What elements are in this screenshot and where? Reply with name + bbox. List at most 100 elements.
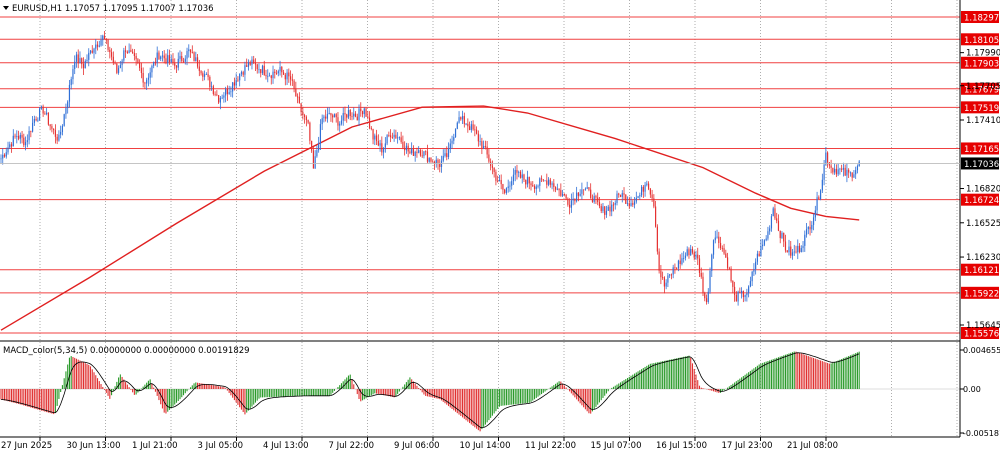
- macd-bar: [388, 389, 390, 397]
- candle-body: [732, 281, 734, 287]
- time-label: 3 Jul 05:00: [198, 441, 244, 451]
- time-label: 4 Jul 13:00: [263, 441, 309, 451]
- candle-body: [633, 201, 636, 205]
- price-scale[interactable]: 1.17990 1.17705 1.17410 1.16820 1.16525 1.162…: [960, 49, 1000, 331]
- price-tick-label: 1.17990: [966, 49, 1000, 59]
- macd-bar: [384, 389, 386, 396]
- macd-bar: [86, 364, 88, 389]
- macd-bar: [793, 351, 795, 389]
- macd-bar: [772, 359, 774, 389]
- macd-bar: [328, 389, 330, 396]
- candle-body: [221, 97, 223, 99]
- candle-body: [368, 117, 371, 129]
- macd-bar: [175, 389, 178, 403]
- candle-body: [209, 76, 211, 88]
- macd-bar: [12, 389, 14, 403]
- macd-bar: [530, 389, 532, 402]
- candle-body: [470, 124, 472, 131]
- macd-bar: [783, 355, 785, 389]
- candle-body: [409, 151, 411, 154]
- candle-body: [146, 79, 148, 84]
- candle-body: [354, 113, 357, 117]
- macd-bar: [797, 352, 799, 389]
- macd-bar: [732, 383, 734, 389]
- macd-bar: [755, 367, 757, 389]
- time-scale[interactable]: 27 Jun 2025 30 Jun 13:00 1 Jul 21:00 3 Jul …: [1, 437, 838, 451]
- macd-bar: [546, 389, 548, 391]
- macd-bar: [126, 384, 128, 389]
- macd-bar: [767, 361, 769, 389]
- candle-body: [640, 186, 643, 196]
- candle-body: [690, 248, 692, 256]
- candle-body: [725, 253, 727, 258]
- macd-bar: [49, 389, 51, 414]
- candle-body: [512, 174, 515, 182]
- macd-bar: [37, 389, 39, 410]
- candle-body: [332, 115, 334, 118]
- macd-bar: [570, 389, 572, 394]
- macd-bar: [756, 365, 758, 389]
- price-tick-label: 1.16230: [966, 253, 1000, 263]
- candle-body: [249, 62, 251, 65]
- dropdown-arrow-icon[interactable]: [3, 6, 9, 10]
- macd-bar: [305, 389, 307, 396]
- candle-body: [130, 50, 132, 52]
- candle-body: [119, 65, 121, 69]
- macd-bar: [272, 389, 274, 397]
- candle-body: [779, 230, 781, 239]
- candle-body: [493, 167, 495, 172]
- candle-body: [539, 178, 541, 186]
- candle-body: [472, 124, 474, 130]
- macd-bar: [23, 389, 25, 406]
- candle-body: [504, 189, 506, 193]
- macd-bar: [261, 389, 264, 398]
- macd-bar: [486, 389, 488, 423]
- candle-body: [670, 274, 673, 276]
- time-label: 16 Jul 15:00: [656, 441, 707, 451]
- candle-body: [584, 188, 587, 190]
- macd-bar: [318, 389, 320, 396]
- macd-bar: [91, 369, 93, 389]
- candle-body: [551, 183, 553, 185]
- candle-body: [637, 196, 639, 198]
- macd-bar: [369, 389, 371, 397]
- candle-body: [105, 39, 107, 41]
- candle-body: [288, 72, 290, 77]
- level-price-text: 1.17679: [964, 85, 999, 95]
- level-price-text: 1.18297: [964, 14, 999, 24]
- candle-body: [588, 187, 590, 190]
- macd-bar: [830, 363, 832, 389]
- candle-body: [488, 154, 490, 162]
- candle-body: [186, 51, 188, 59]
- macd-bar: [397, 389, 399, 394]
- candle-body: [314, 156, 316, 169]
- macd-bar: [591, 389, 593, 412]
- macd-bar: [842, 358, 844, 389]
- macd-bar: [456, 389, 458, 414]
- candle-body: [818, 197, 820, 200]
- candle-body: [846, 169, 848, 176]
- macd-bar: [9, 389, 11, 402]
- candle-body: [49, 124, 51, 127]
- macd-bar: [677, 357, 679, 389]
- candle-body: [33, 118, 35, 123]
- candle-body: [635, 197, 637, 202]
- candle-body: [54, 130, 57, 137]
- candle-body: [570, 200, 572, 208]
- macd-bar: [604, 389, 606, 396]
- candle-body: [351, 116, 353, 117]
- macd-bar: [386, 389, 388, 396]
- candle-body: [281, 66, 283, 73]
- candle-body: [549, 179, 551, 185]
- horizontal-levels[interactable]: 1.18297 1.18105 1.17903 1.17679 1.17519 1.171…: [0, 11, 999, 340]
- macd-bar: [74, 357, 76, 389]
- macd-bar: [5, 389, 7, 401]
- macd-bar: [777, 357, 780, 389]
- macd-bar: [300, 389, 302, 396]
- candle-body: [583, 189, 585, 191]
- candle-body: [17, 136, 20, 139]
- candle-body: [579, 193, 581, 196]
- candle-body: [284, 74, 286, 80]
- candle-body: [491, 165, 493, 168]
